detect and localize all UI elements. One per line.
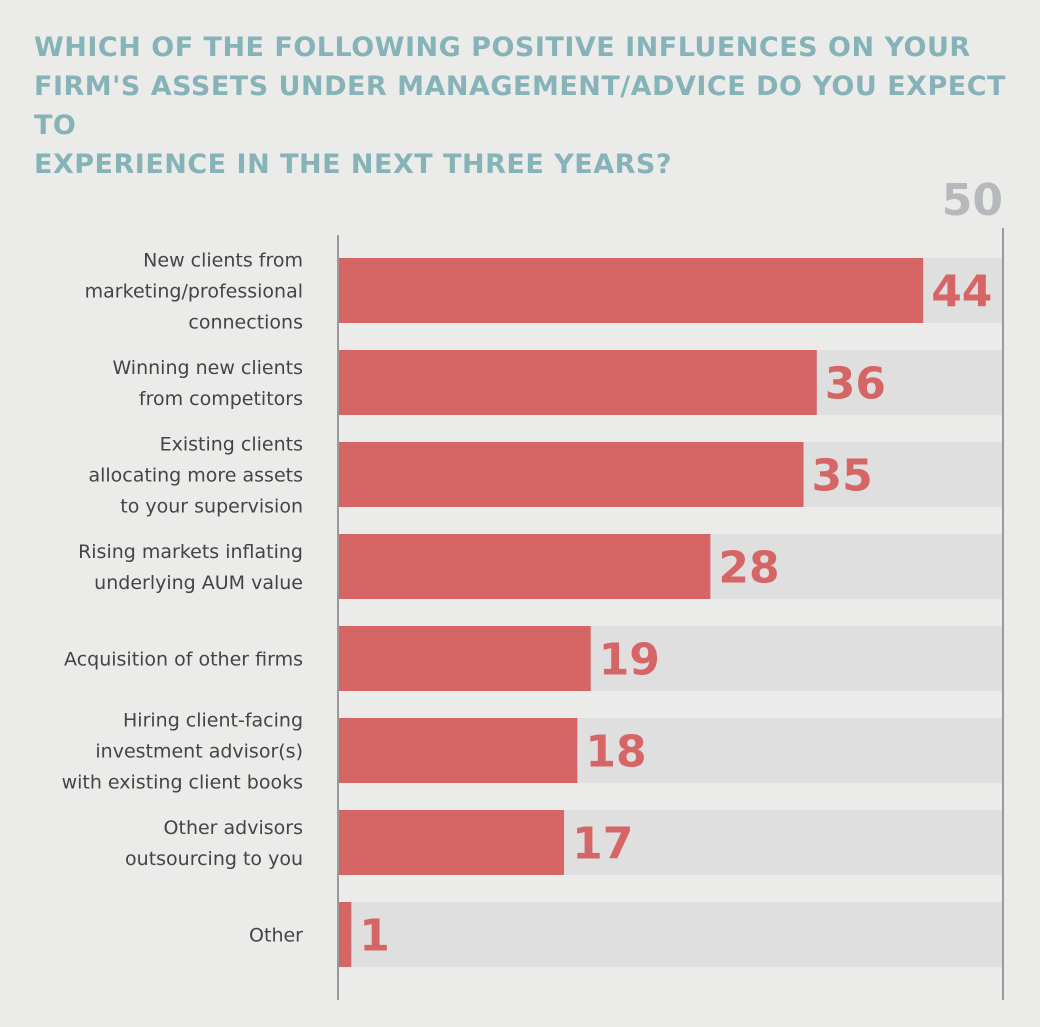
category-label: Existing clients allocating more assets to… xyxy=(88,434,303,518)
bar xyxy=(338,258,924,323)
category-label: Winning new clients from competitors xyxy=(112,357,303,410)
bar xyxy=(338,534,711,599)
category-label: Rising markets inflating underlying AUM v… xyxy=(78,541,303,594)
value-label: 18 xyxy=(585,727,646,778)
value-label: 28 xyxy=(718,543,779,594)
category-label: Hiring client-facing investment advisor(s… xyxy=(62,710,303,794)
max-label: 50 xyxy=(942,175,1003,226)
bar xyxy=(338,626,591,691)
value-label: 35 xyxy=(812,451,873,502)
value-label: 44 xyxy=(931,267,992,318)
value-label: 17 xyxy=(572,819,633,870)
value-label: 36 xyxy=(825,359,886,410)
bar xyxy=(338,442,804,507)
value-label: 1 xyxy=(359,911,390,962)
bar xyxy=(338,350,817,415)
chart-title: WHICH OF THE FOLLOWING POSITIVE INFLUENC… xyxy=(34,32,1006,180)
category-label: New clients from marketing/professional co… xyxy=(85,250,303,334)
bar-track xyxy=(338,902,1003,967)
bar xyxy=(338,902,352,967)
bar xyxy=(338,718,578,783)
category-label: Acquisition of other firms xyxy=(64,649,303,671)
category-label: Other advisors outsourcing to you xyxy=(125,817,303,870)
bar xyxy=(338,810,565,875)
value-label: 19 xyxy=(599,635,660,686)
category-label: Other xyxy=(249,925,303,947)
